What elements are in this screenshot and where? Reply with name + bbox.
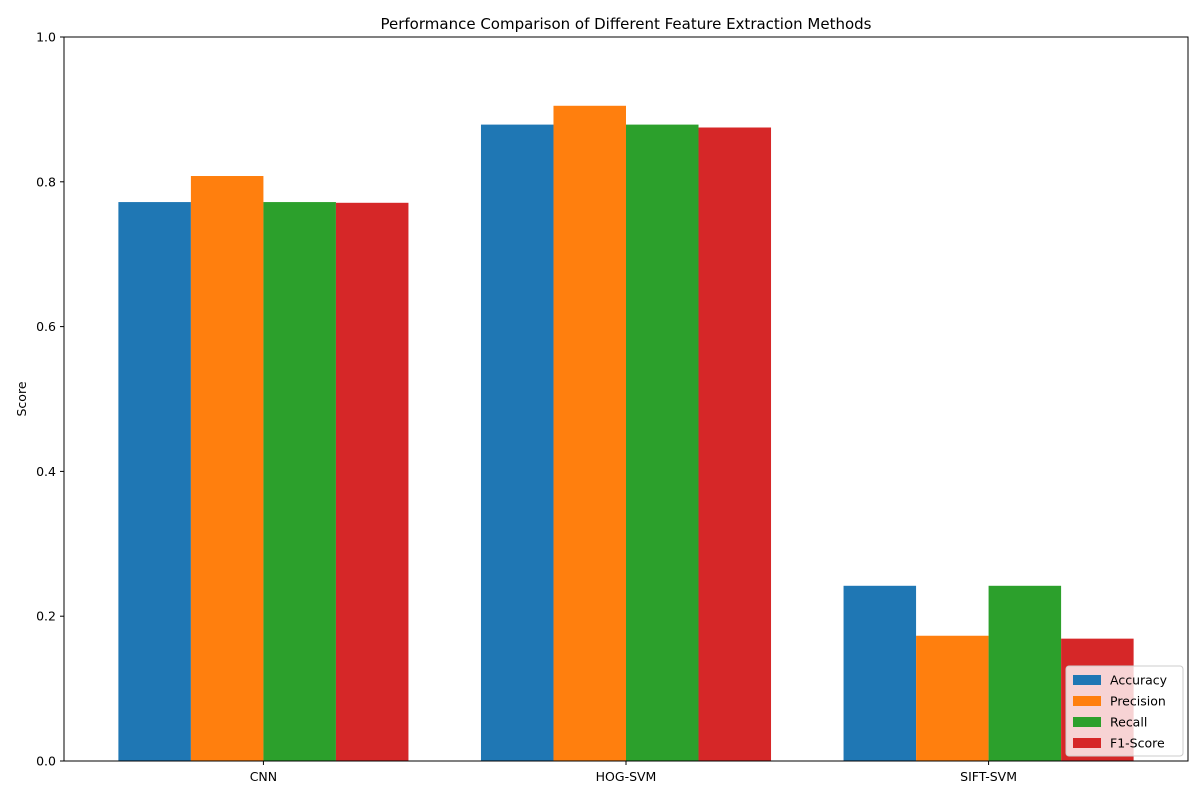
y-axis-ticks: 0.0 0.2 0.4 0.6 0.8 1.0 <box>36 30 64 769</box>
x-tick-label: HOG-SVM <box>596 769 657 784</box>
bar-precision-sift-svm <box>916 635 989 761</box>
x-axis-ticks: CNN HOG-SVM SIFT-SVM <box>250 761 1017 784</box>
legend-swatch-recall <box>1073 717 1101 727</box>
legend-swatch-accuracy <box>1073 675 1101 685</box>
legend-label-accuracy: Accuracy <box>1110 673 1168 688</box>
x-tick-label: CNN <box>250 769 277 784</box>
legend-box <box>1065 665 1184 757</box>
y-tick-label: 0.8 <box>36 174 56 189</box>
legend-swatch-f1-score <box>1073 738 1101 748</box>
bar-f1-score-cnn <box>335 202 409 761</box>
y-tick-label: 0.4 <box>36 464 56 479</box>
bar-accuracy-cnn <box>118 202 191 761</box>
legend: Accuracy Precision Recall F1-Score <box>1065 665 1184 757</box>
legend-label-recall: Recall <box>1110 715 1147 730</box>
legend-swatch-precision <box>1073 696 1101 706</box>
y-tick-label: 0.6 <box>36 319 56 334</box>
y-axis-label: Score <box>14 381 29 416</box>
y-tick-label: 1.0 <box>36 30 56 45</box>
y-tick-label: 0.0 <box>36 754 56 769</box>
bar-recall-sift-svm <box>988 585 1062 761</box>
bar-recall-cnn <box>263 202 336 761</box>
legend-label-precision: Precision <box>1110 694 1166 709</box>
legend-label-f1-score: F1-Score <box>1110 736 1165 751</box>
bar-accuracy-hog-svm <box>480 124 554 761</box>
bar-f1-score-hog-svm <box>698 127 772 761</box>
bar-recall-hog-svm <box>626 124 699 761</box>
bar-accuracy-sift-svm <box>843 585 917 761</box>
x-tick-label: SIFT-SVM <box>960 769 1017 784</box>
bars-group <box>118 105 1134 761</box>
bar-precision-hog-svm <box>553 105 626 761</box>
bar-precision-cnn <box>190 176 264 761</box>
chart-title: Performance Comparison of Different Feat… <box>381 15 872 33</box>
y-tick-label: 0.2 <box>36 609 56 624</box>
